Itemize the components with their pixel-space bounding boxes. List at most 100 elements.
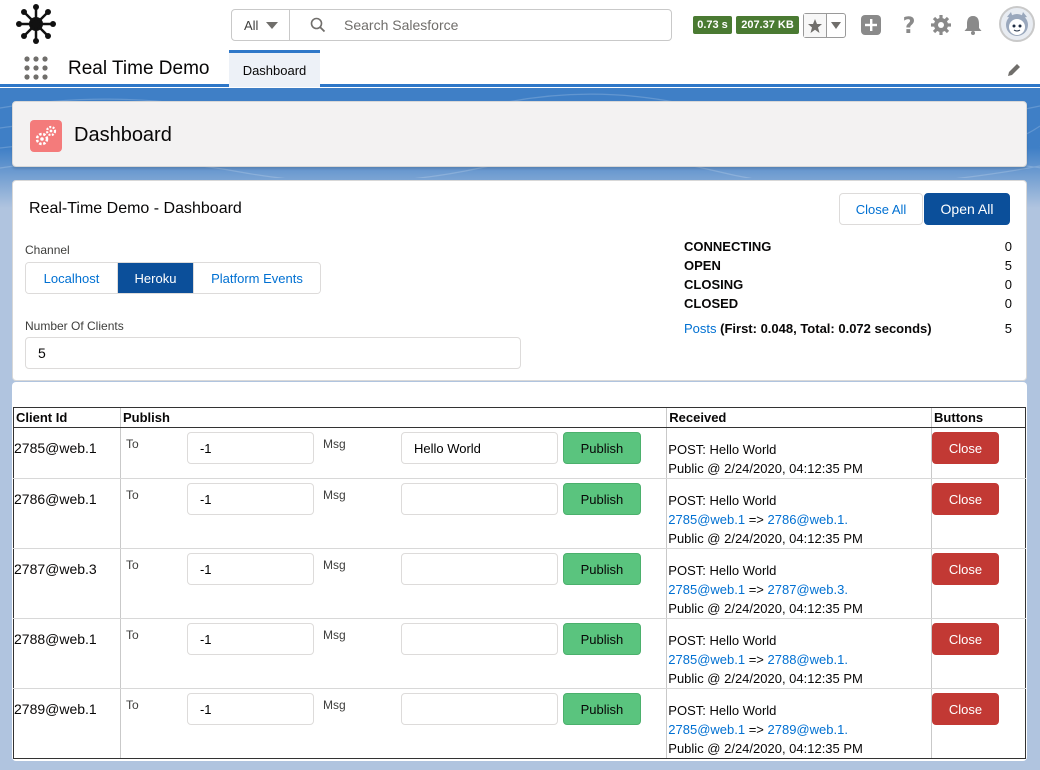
stat-posts: Posts (First: 0.048, Total: 0.072 second… [684, 321, 1012, 340]
to-input[interactable] [186, 693, 314, 725]
buttons-cell: Close [931, 688, 1026, 759]
pencil-icon[interactable] [1006, 62, 1022, 78]
msg-input[interactable] [400, 623, 558, 655]
open-all-button[interactable]: Open All [924, 193, 1010, 225]
route-arrow: => [745, 722, 768, 737]
received-public: Public @ 2/24/2020, 04:12:35 PM [668, 461, 863, 476]
stat-label: CONNECTING [684, 239, 772, 254]
search-input[interactable] [342, 10, 662, 40]
help-icon[interactable]: ? [898, 14, 920, 36]
number-of-clients-input[interactable] [25, 337, 521, 369]
to-client-link[interactable]: 2787@web.3 [767, 582, 845, 597]
to-client-link[interactable]: 2788@web.1 [767, 652, 845, 667]
channel-platform-events-button[interactable]: Platform Events [194, 263, 320, 293]
tab-dashboard[interactable]: Dashboard [229, 50, 320, 87]
table-row: 2789@web.1 To Msg Publish POST: Hello Wo… [13, 688, 1026, 759]
msg-label: Msg [322, 558, 346, 572]
publish-cell: To Msg Publish [119, 688, 667, 759]
stat-connecting: CONNECTING 0 [684, 239, 1012, 258]
received-public: Public @ 2/24/2020, 04:12:35 PM [668, 671, 863, 686]
close-button[interactable]: Close [932, 553, 1000, 585]
stat-value: 0 [1004, 296, 1012, 311]
to-label: To [125, 628, 139, 642]
received-public: Public @ 2/24/2020, 04:12:35 PM [668, 601, 863, 616]
publish-button[interactable]: Publish [562, 693, 641, 725]
received-route: 2785@web.1 => 2788@web.1. [668, 650, 931, 669]
to-input[interactable] [186, 432, 314, 464]
from-client-link[interactable]: 2785@web.1 [668, 722, 746, 737]
app-launcher-icon[interactable] [24, 56, 48, 80]
client-id-cell: 2786@web.1 [13, 478, 121, 549]
to-label: To [125, 558, 139, 572]
to-label: To [125, 698, 139, 712]
col-header-publish: Publish [119, 407, 667, 428]
msg-label: Msg [322, 628, 346, 642]
global-search: All [231, 9, 672, 41]
gear-icon[interactable] [930, 14, 952, 36]
channel-localhost-button[interactable]: Localhost [26, 263, 118, 293]
close-button[interactable]: Close [932, 432, 1000, 464]
client-id-cell: 2789@web.1 [13, 688, 121, 759]
publish-cell: To Msg Publish [119, 548, 667, 619]
received-post: POST: Hello World [668, 703, 777, 718]
table-row: 2786@web.1 To Msg Publish POST: Hello Wo… [13, 478, 1026, 549]
channel-selector: Localhost Heroku Platform Events [25, 262, 321, 294]
close-button[interactable]: Close [932, 483, 1000, 515]
received-post: POST: Hello World [668, 493, 777, 508]
favorites-group [803, 13, 846, 38]
to-input[interactable] [186, 483, 314, 515]
stat-value: 5 [1004, 321, 1012, 336]
stat-label: CLOSING [684, 277, 744, 292]
table-row: 2785@web.1 To Msg Publish POST: Hello Wo… [13, 427, 1026, 479]
publish-button[interactable]: Publish [562, 483, 641, 515]
bell-icon[interactable] [962, 14, 984, 36]
close-button[interactable]: Close [932, 623, 1000, 655]
received-route: 2785@web.1 => 2786@web.1. [668, 510, 931, 529]
client-id-cell: 2787@web.3 [13, 548, 121, 619]
from-client-link[interactable]: 2785@web.1 [668, 512, 746, 527]
publish-cell: To Msg Publish [119, 427, 667, 479]
app-logo-icon[interactable] [16, 4, 56, 44]
received-cell: POST: Hello World Public @ 2/24/2020, 04… [666, 427, 932, 479]
to-client-link[interactable]: 2786@web.1 [767, 512, 845, 527]
msg-input[interactable] [400, 693, 558, 725]
publish-cell: To Msg Publish [119, 618, 667, 689]
from-client-link[interactable]: 2785@web.1 [668, 652, 746, 667]
from-client-link[interactable]: 2785@web.1 [668, 582, 746, 597]
perf-time-badge: 0.73 s [693, 16, 732, 34]
publish-cell: To Msg Publish [119, 478, 667, 549]
page-title: Dashboard [74, 124, 172, 146]
buttons-cell: Close [931, 478, 1026, 549]
close-all-button[interactable]: Close All [839, 193, 923, 225]
table-header-row: Client Id Publish Received Buttons [13, 407, 1026, 428]
buttons-cell: Close [931, 427, 1026, 479]
to-input[interactable] [186, 623, 314, 655]
search-scope-select[interactable]: All [232, 10, 290, 40]
publish-button[interactable]: Publish [562, 432, 641, 464]
route-end: . [844, 512, 848, 527]
star-icon[interactable] [804, 14, 828, 37]
dashboard-card: Real-Time Demo - Dashboard Close All Ope… [12, 180, 1027, 381]
msg-input[interactable] [400, 483, 558, 515]
posts-link[interactable]: Posts [684, 321, 717, 336]
stat-value: 0 [1004, 239, 1012, 254]
clients-table: Client Id Publish Received Buttons 2785@… [13, 407, 1026, 759]
received-cell: POST: Hello World 2785@web.1 => 2786@web… [666, 478, 932, 549]
close-button[interactable]: Close [932, 693, 1000, 725]
to-client-link[interactable]: 2789@web.1 [767, 722, 845, 737]
msg-input[interactable] [400, 432, 558, 464]
to-input[interactable] [186, 553, 314, 585]
msg-label: Msg [322, 437, 346, 451]
plus-icon[interactable] [860, 14, 882, 36]
table-row: 2787@web.3 To Msg Publish POST: Hello Wo… [13, 548, 1026, 619]
msg-input[interactable] [400, 553, 558, 585]
received-public: Public @ 2/24/2020, 04:12:35 PM [668, 741, 863, 756]
route-end: . [844, 652, 848, 667]
publish-button[interactable]: Publish [562, 553, 641, 585]
avatar[interactable] [999, 6, 1035, 42]
channel-heroku-button[interactable]: Heroku [118, 263, 194, 293]
chevron-down-icon[interactable] [827, 14, 845, 37]
chevron-down-icon [266, 21, 279, 29]
publish-button[interactable]: Publish [562, 623, 641, 655]
search-scope-label: All [244, 17, 259, 33]
